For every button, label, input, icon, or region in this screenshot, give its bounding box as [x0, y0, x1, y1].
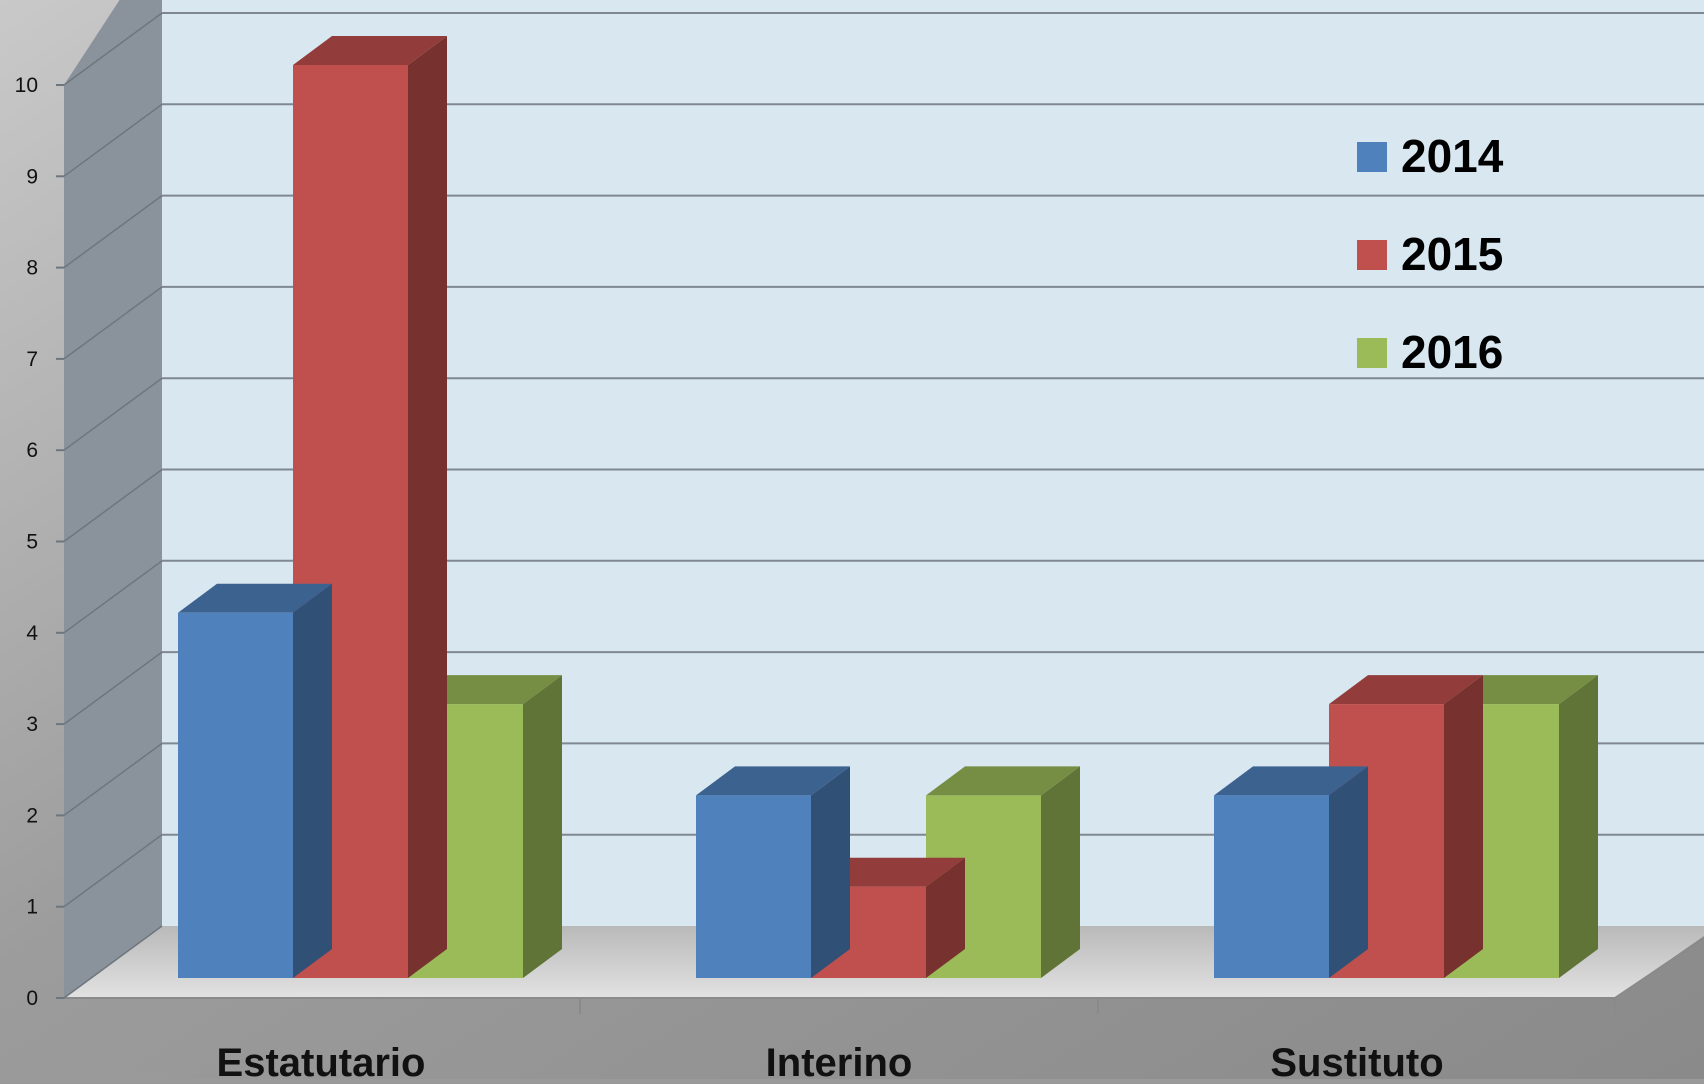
legend-item: 2016 — [1357, 326, 1503, 378]
y-tick-label: 1 — [26, 896, 38, 919]
bar-side — [1559, 675, 1598, 978]
side-gridline — [63, 286, 163, 360]
y-tick-label: 6 — [26, 439, 38, 462]
side-gridline — [63, 925, 163, 999]
bar-side — [293, 583, 332, 978]
y-tick-label: 4 — [26, 622, 38, 645]
bar-top — [293, 36, 447, 65]
x-category-label: Estatutario — [217, 1041, 426, 1079]
y-tick-label: 7 — [26, 348, 38, 371]
side-gridline — [63, 560, 163, 634]
floor-edge-line — [1614, 937, 1704, 999]
bar-side — [1041, 766, 1080, 978]
legend-label: 2015 — [1401, 228, 1503, 280]
bar-side — [1329, 766, 1368, 978]
side-gridline — [63, 651, 163, 725]
y-tick-label: 10 — [15, 74, 38, 97]
y-tick-label: 5 — [26, 531, 38, 554]
legend-label: 2014 — [1401, 130, 1504, 182]
y-tick-label: 9 — [26, 165, 38, 188]
bar-interino-2014 — [696, 766, 850, 978]
bar-front — [178, 612, 293, 978]
bar-estatutario-2015 — [293, 36, 447, 978]
side-gridline — [63, 742, 163, 817]
legend-item: 2015 — [1357, 228, 1503, 280]
bar-top — [926, 766, 1080, 796]
axis-labels: 0 1 2 3 4 5 6 7 8 9 10 Estatutario Interino Sustituto — [15, 74, 1444, 1084]
side-gridline — [63, 12, 163, 86]
bar-front — [1214, 795, 1329, 978]
bar-estatutario-2014 — [178, 583, 332, 978]
legend-label: 2016 — [1401, 326, 1503, 378]
bar-side — [523, 675, 562, 978]
bar-side — [811, 766, 850, 978]
legend-item: 2014 — [1357, 130, 1504, 182]
bar-sustituto-2014 — [1214, 766, 1368, 978]
y-tick-label: 8 — [26, 257, 38, 280]
bar-top — [1329, 675, 1483, 705]
y-tick-label: 3 — [26, 713, 38, 736]
side-gridline — [63, 834, 163, 908]
bar-top — [1214, 766, 1368, 796]
legend: 2014 2015 2016 — [1357, 130, 1504, 378]
bar-side — [408, 36, 447, 978]
legend-swatch — [1357, 338, 1387, 368]
side-gridline — [63, 377, 163, 451]
side-wall — [64, 0, 162, 998]
x-category-label: Sustituto — [1270, 1041, 1443, 1079]
side-gridline — [63, 103, 163, 177]
bars — [178, 36, 1598, 978]
bar-side — [1444, 675, 1483, 978]
side-gridline — [63, 468, 163, 543]
bar-top — [696, 766, 850, 796]
legend-swatch — [1357, 240, 1387, 270]
bar-top — [178, 583, 332, 613]
legend-swatch — [1357, 142, 1387, 172]
bar-side — [926, 857, 965, 978]
x-category-label: Interino — [766, 1041, 913, 1079]
side-gridline — [63, 194, 163, 269]
bar-front — [696, 795, 811, 978]
y-tick-label: 0 — [26, 987, 38, 1010]
y-tick-label: 2 — [26, 804, 38, 827]
